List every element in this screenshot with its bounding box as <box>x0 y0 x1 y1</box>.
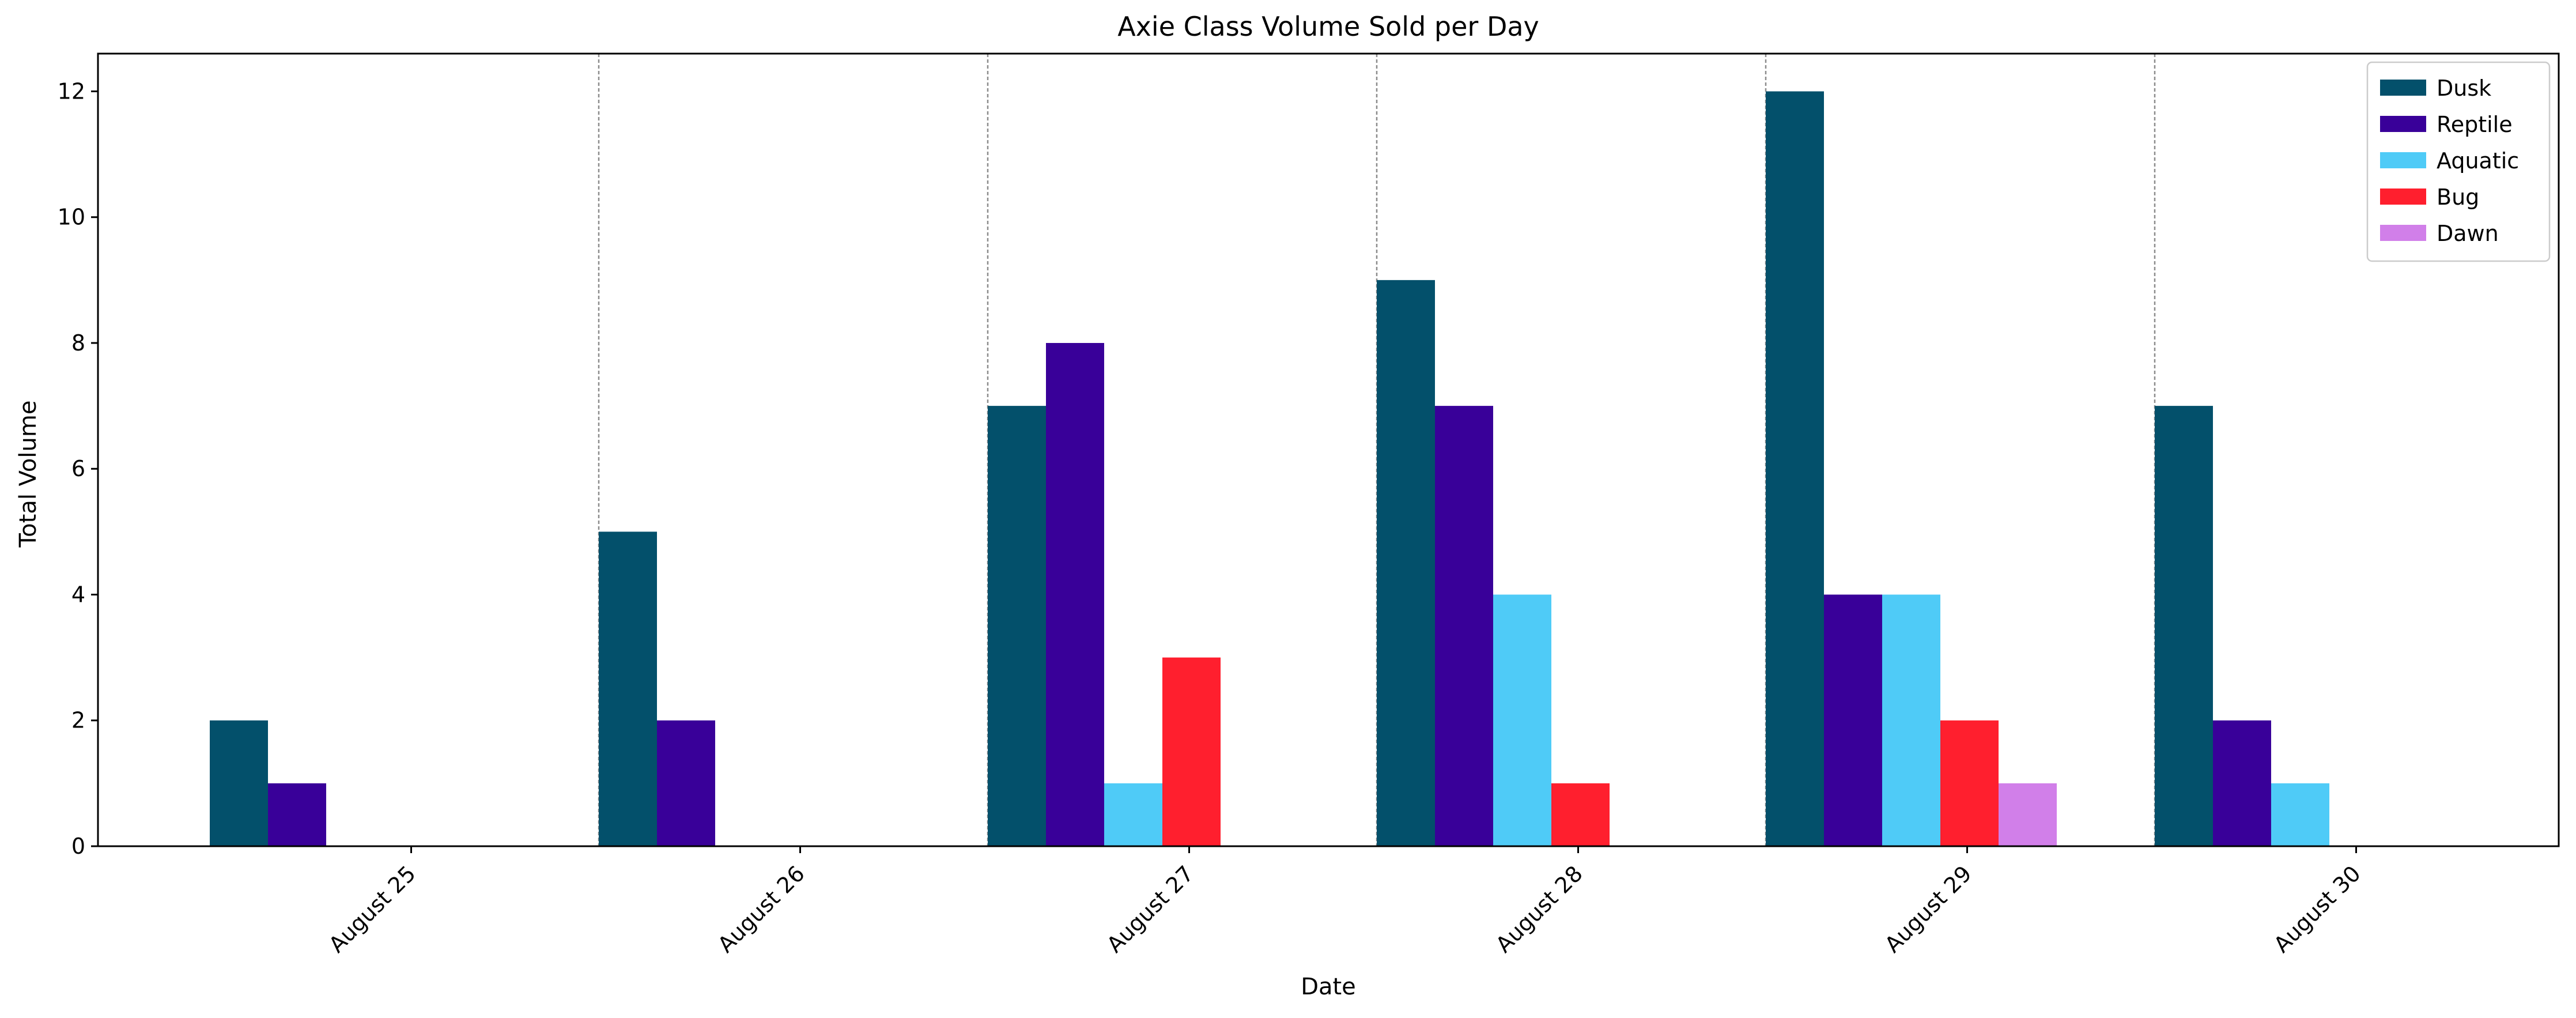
legend-swatch-bug <box>2380 188 2426 205</box>
legend-box <box>2366 61 2551 262</box>
bar-reptile-august-27 <box>1046 342 1104 846</box>
y-tick-label: 8 <box>71 330 85 356</box>
legend-label-dusk: Dusk <box>2437 76 2491 101</box>
plot-frame <box>97 52 2560 847</box>
chart-title: Axie Class Volume Sold per Day <box>1117 11 1539 42</box>
y-tick-label: 4 <box>71 582 85 607</box>
bar-aquatic-august-29 <box>1882 594 1940 846</box>
y-tick-label: 12 <box>58 78 85 104</box>
bar-dawn-august-29 <box>1999 783 2057 846</box>
y-tick-label: 0 <box>71 834 85 859</box>
bar-bug-august-28 <box>1551 783 1610 846</box>
bar-dusk-august-29 <box>1766 91 1824 846</box>
bar-bug-august-27 <box>1162 657 1221 846</box>
legend-swatch-aquatic <box>2380 152 2426 168</box>
legend-label-bug: Bug <box>2437 184 2479 210</box>
bar-reptile-august-29 <box>1824 594 1882 846</box>
bar-reptile-august-28 <box>1435 406 1493 846</box>
bar-aquatic-august-27 <box>1104 783 1162 846</box>
x-axis-label: Date <box>1301 974 1356 1000</box>
bars-layer <box>210 91 2329 846</box>
bar-dusk-august-27 <box>988 406 1046 846</box>
bar-dusk-august-26 <box>599 531 657 846</box>
legend-label-aquatic: Aquatic <box>2437 148 2519 174</box>
bar-dusk-august-25 <box>210 720 268 846</box>
y-tick-label: 6 <box>71 456 85 481</box>
bar-dusk-august-28 <box>1377 280 1435 846</box>
legend-label-reptile: Reptile <box>2437 112 2513 137</box>
y-axis-label: Total Volume <box>15 401 41 548</box>
legend: Dusk Reptile Aquatic Bug Dawn <box>2366 61 2551 262</box>
bar-aquatic-august-30 <box>2271 783 2329 846</box>
legend-swatch-reptile <box>2380 116 2426 132</box>
y-tick-label: 2 <box>71 708 85 733</box>
y-axis: 0 2 4 6 8 10 12 <box>58 78 98 859</box>
legend-swatch-dawn <box>2380 225 2426 241</box>
bar-reptile-august-30 <box>2213 720 2271 846</box>
bar-reptile-august-26 <box>657 720 715 846</box>
y-tick-label: 10 <box>58 205 85 230</box>
bar-aquatic-august-28 <box>1493 594 1551 846</box>
legend-swatch-dusk <box>2380 80 2426 96</box>
legend-label-dawn: Dawn <box>2437 221 2499 246</box>
bar-dusk-august-30 <box>2155 406 2213 846</box>
bar-reptile-august-25 <box>268 783 326 846</box>
bar-bug-august-29 <box>1940 720 1999 846</box>
